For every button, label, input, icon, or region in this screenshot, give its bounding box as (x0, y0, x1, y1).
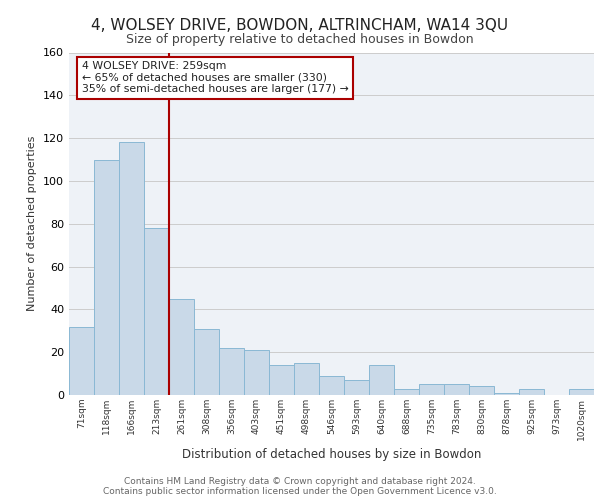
Text: 4 WOLSEY DRIVE: 259sqm
← 65% of detached houses are smaller (330)
35% of semi-de: 4 WOLSEY DRIVE: 259sqm ← 65% of detached… (82, 61, 348, 94)
Bar (144, 228, 169, 395)
Bar (519, 388, 544, 395)
Text: Size of property relative to detached houses in Bowdon: Size of property relative to detached ho… (126, 32, 474, 46)
Text: Contains HM Land Registry data © Crown copyright and database right 2024.: Contains HM Land Registry data © Crown c… (124, 476, 476, 486)
Bar (344, 380, 369, 395)
Bar (244, 350, 269, 395)
X-axis label: Distribution of detached houses by size in Bowdon: Distribution of detached houses by size … (182, 448, 481, 461)
Bar (419, 384, 444, 395)
Bar (494, 393, 519, 395)
Bar (394, 388, 419, 395)
Bar (94, 160, 119, 395)
Bar (569, 388, 594, 395)
Bar (219, 348, 244, 395)
Bar (469, 386, 494, 395)
Bar (294, 363, 319, 395)
Text: Contains public sector information licensed under the Open Government Licence v3: Contains public sector information licen… (103, 486, 497, 496)
Bar (169, 298, 194, 395)
Y-axis label: Number of detached properties: Number of detached properties (28, 136, 37, 312)
Bar (194, 328, 219, 395)
Bar (369, 365, 394, 395)
Text: 4, WOLSEY DRIVE, BOWDON, ALTRINCHAM, WA14 3QU: 4, WOLSEY DRIVE, BOWDON, ALTRINCHAM, WA1… (91, 18, 509, 32)
Bar (119, 142, 144, 395)
Bar (319, 376, 344, 395)
Bar (69, 326, 94, 395)
Bar (444, 384, 469, 395)
Bar (269, 365, 294, 395)
